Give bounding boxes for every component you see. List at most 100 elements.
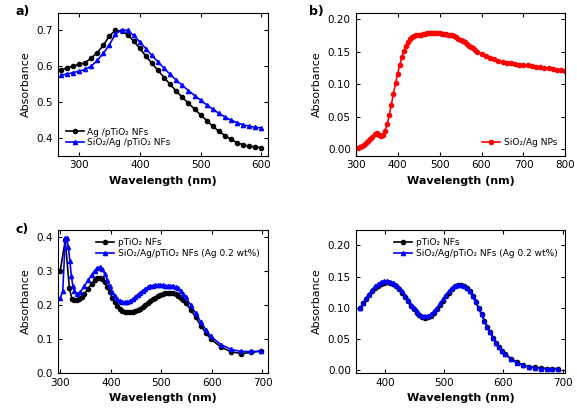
SiO₂/Ag /pTiO₂ NFs — [173, 78, 180, 83]
Ag /pTiO₂ NFs — [222, 133, 228, 138]
Ag /pTiO₂ NFs — [124, 32, 131, 37]
SiO₂/Ag/pTiO₂ NFs (Ag 0.2 wt%) — [484, 324, 491, 329]
SiO₂/Ag NPs — [419, 31, 426, 36]
SiO₂/Ag/pTiO₂ NFs (Ag 0.2 wt%) — [404, 297, 411, 303]
Ag /pTiO₂ NFs — [118, 28, 125, 34]
Line: Ag /pTiO₂ NFs: Ag /pTiO₂ NFs — [59, 28, 264, 150]
Ag /pTiO₂ NFs — [258, 145, 265, 150]
pTiO₂ NFs — [57, 268, 63, 273]
pTiO₂ NFs — [387, 280, 394, 285]
Ag /pTiO₂ NFs — [234, 140, 241, 145]
Y-axis label: Absorbance: Absorbance — [312, 269, 322, 334]
Ag /pTiO₂ NFs — [63, 65, 70, 70]
Line: SiO₂/Ag/pTiO₂ NFs (Ag 0.2 wt%): SiO₂/Ag/pTiO₂ NFs (Ag 0.2 wt%) — [358, 279, 560, 371]
SiO₂/Ag /pTiO₂ NFs — [179, 83, 186, 88]
pTiO₂ NFs — [357, 305, 364, 310]
SiO₂/Ag/pTiO₂ NFs (Ag 0.2 wt%) — [62, 236, 69, 241]
pTiO₂ NFs — [555, 366, 562, 371]
Ag /pTiO₂ NFs — [227, 137, 234, 142]
SiO₂/Ag /pTiO₂ NFs — [148, 53, 155, 58]
Text: c): c) — [16, 223, 29, 236]
SiO₂/Ag /pTiO₂ NFs — [203, 102, 210, 107]
pTiO₂ NFs — [484, 324, 491, 329]
pTiO₂ NFs — [172, 292, 179, 297]
SiO₂/Ag/pTiO₂ NFs (Ag 0.2 wt%) — [197, 319, 204, 324]
pTiO₂ NFs — [228, 349, 235, 354]
SiO₂/Ag /pTiO₂ NFs — [191, 93, 198, 98]
pTiO₂ NFs — [258, 348, 265, 353]
SiO₂/Ag NPs — [354, 145, 361, 150]
SiO₂/Ag/pTiO₂ NFs (Ag 0.2 wt%) — [258, 349, 265, 354]
SiO₂/Ag /pTiO₂ NFs — [160, 66, 167, 71]
SiO₂/Ag/pTiO₂ NFs (Ag 0.2 wt%) — [555, 367, 562, 372]
pTiO₂ NFs — [62, 238, 69, 243]
Text: a): a) — [16, 5, 30, 18]
SiO₂/Ag /pTiO₂ NFs — [112, 31, 119, 36]
SiO₂/Ag /pTiO₂ NFs — [57, 72, 64, 78]
Ag /pTiO₂ NFs — [148, 61, 155, 66]
Ag /pTiO₂ NFs — [197, 112, 204, 117]
SiO₂/Ag /pTiO₂ NFs — [63, 72, 70, 77]
Line: SiO₂/Ag NPs: SiO₂/Ag NPs — [355, 31, 568, 150]
Ag /pTiO₂ NFs — [185, 101, 192, 106]
Ag /pTiO₂ NFs — [112, 28, 119, 33]
SiO₂/Ag /pTiO₂ NFs — [246, 124, 253, 129]
pTiO₂ NFs — [448, 287, 455, 292]
pTiO₂ NFs — [162, 291, 169, 296]
Text: b): b) — [309, 5, 324, 18]
Ag /pTiO₂ NFs — [179, 95, 186, 100]
pTiO₂ NFs — [543, 366, 550, 371]
Legend: SiO₂/Ag NPs: SiO₂/Ag NPs — [479, 135, 561, 151]
Line: SiO₂/Ag /pTiO₂ NFs: SiO₂/Ag /pTiO₂ NFs — [59, 28, 264, 130]
SiO₂/Ag /pTiO₂ NFs — [100, 51, 107, 56]
SiO₂/Ag /pTiO₂ NFs — [88, 64, 95, 69]
Ag /pTiO₂ NFs — [239, 142, 246, 147]
Ag /pTiO₂ NFs — [215, 129, 222, 134]
SiO₂/Ag /pTiO₂ NFs — [130, 33, 137, 38]
SiO₂/Ag/pTiO₂ NFs (Ag 0.2 wt%) — [387, 279, 394, 284]
Ag /pTiO₂ NFs — [191, 106, 198, 111]
SiO₂/Ag /pTiO₂ NFs — [209, 106, 216, 111]
X-axis label: Wavelength (nm): Wavelength (nm) — [108, 393, 216, 403]
Ag /pTiO₂ NFs — [173, 89, 180, 94]
SiO₂/Ag /pTiO₂ NFs — [215, 111, 222, 116]
Ag /pTiO₂ NFs — [143, 54, 149, 59]
Ag /pTiO₂ NFs — [88, 56, 95, 61]
pTiO₂ NFs — [192, 315, 199, 320]
Ag /pTiO₂ NFs — [136, 46, 143, 51]
SiO₂/Ag/pTiO₂ NFs (Ag 0.2 wt%) — [381, 278, 388, 283]
SiO₂/Ag/pTiO₂ NFs (Ag 0.2 wt%) — [357, 305, 364, 310]
SiO₂/Ag /pTiO₂ NFs — [227, 118, 234, 123]
SiO₂/Ag NPs — [421, 31, 428, 36]
Ag /pTiO₂ NFs — [160, 75, 167, 80]
X-axis label: Wavelength (nm): Wavelength (nm) — [108, 176, 216, 186]
Y-axis label: Absorbance: Absorbance — [21, 51, 31, 117]
pTiO₂ NFs — [363, 296, 370, 301]
SiO₂/Ag /pTiO₂ NFs — [94, 58, 101, 63]
SiO₂/Ag NPs — [562, 69, 569, 74]
SiO₂/Ag /pTiO₂ NFs — [155, 59, 162, 65]
X-axis label: Wavelength (nm): Wavelength (nm) — [407, 176, 515, 186]
Legend: pTiO₂ NFs, SiO₂/Ag/pTiO₂ NFs (Ag 0.2 wt%): pTiO₂ NFs, SiO₂/Ag/pTiO₂ NFs (Ag 0.2 wt%… — [390, 235, 561, 261]
Y-axis label: Absorbance: Absorbance — [312, 51, 322, 117]
SiO₂/Ag /pTiO₂ NFs — [222, 114, 228, 119]
Ag /pTiO₂ NFs — [106, 33, 113, 38]
SiO₂/Ag/pTiO₂ NFs (Ag 0.2 wt%) — [88, 272, 95, 277]
SiO₂/Ag/pTiO₂ NFs (Ag 0.2 wt%) — [149, 283, 156, 288]
Line: pTiO₂ NFs: pTiO₂ NFs — [58, 238, 264, 356]
SiO₂/Ag/pTiO₂ NFs (Ag 0.2 wt%) — [139, 288, 146, 293]
SiO₂/Ag /pTiO₂ NFs — [81, 67, 88, 72]
SiO₂/Ag /pTiO₂ NFs — [167, 72, 174, 77]
Ag /pTiO₂ NFs — [94, 50, 101, 55]
X-axis label: Wavelength (nm): Wavelength (nm) — [407, 393, 515, 403]
SiO₂/Ag /pTiO₂ NFs — [239, 122, 246, 127]
Line: pTiO₂ NFs: pTiO₂ NFs — [358, 280, 560, 371]
Y-axis label: Absorbance: Absorbance — [21, 269, 31, 334]
Ag /pTiO₂ NFs — [57, 67, 64, 72]
Ag /pTiO₂ NFs — [203, 118, 210, 123]
SiO₂/Ag/pTiO₂ NFs (Ag 0.2 wt%) — [93, 266, 100, 271]
SiO₂/Ag /pTiO₂ NFs — [124, 28, 131, 33]
Ag /pTiO₂ NFs — [252, 145, 259, 150]
Legend: pTiO₂ NFs, SiO₂/Ag/pTiO₂ NFs (Ag 0.2 wt%): pTiO₂ NFs, SiO₂/Ag/pTiO₂ NFs (Ag 0.2 wt%… — [92, 235, 263, 261]
SiO₂/Ag /pTiO₂ NFs — [118, 27, 125, 32]
